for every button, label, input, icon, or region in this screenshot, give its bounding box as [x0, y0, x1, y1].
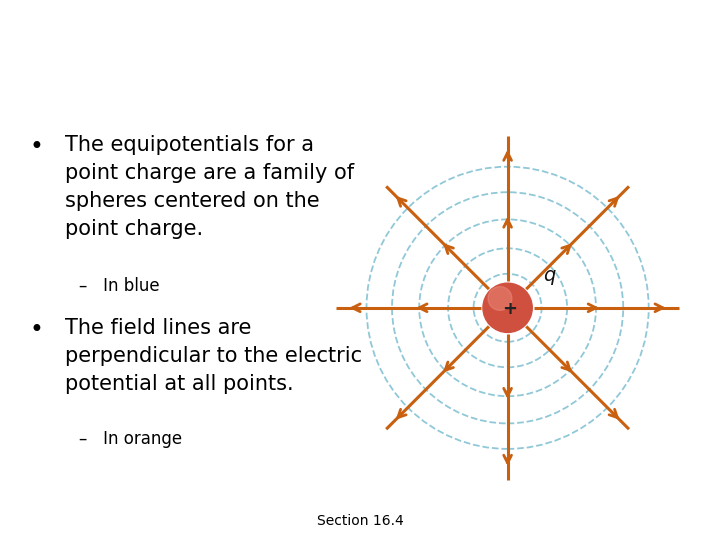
- Text: a: a: [317, 494, 325, 507]
- Circle shape: [488, 287, 512, 310]
- Text: Charge: Charge: [307, 80, 413, 106]
- Text: •: •: [30, 318, 43, 342]
- Text: The field lines are
perpendicular to the electric
potential at all points.: The field lines are perpendicular to the…: [65, 318, 361, 394]
- Text: Equipotentials and Electric Fields Lines – Positive: Equipotentials and Electric Fields Lines…: [0, 30, 720, 57]
- Text: Section 16.4: Section 16.4: [317, 514, 403, 528]
- Text: –   In orange: – In orange: [78, 430, 182, 448]
- Text: •: •: [30, 136, 43, 159]
- Text: –   In blue: – In blue: [78, 277, 159, 295]
- Circle shape: [483, 283, 532, 333]
- Text: +: +: [502, 300, 517, 319]
- Text: $q$: $q$: [544, 268, 557, 287]
- Text: The equipotentials for a
point charge are a family of
spheres centered on the
po: The equipotentials for a point charge ar…: [65, 136, 354, 239]
